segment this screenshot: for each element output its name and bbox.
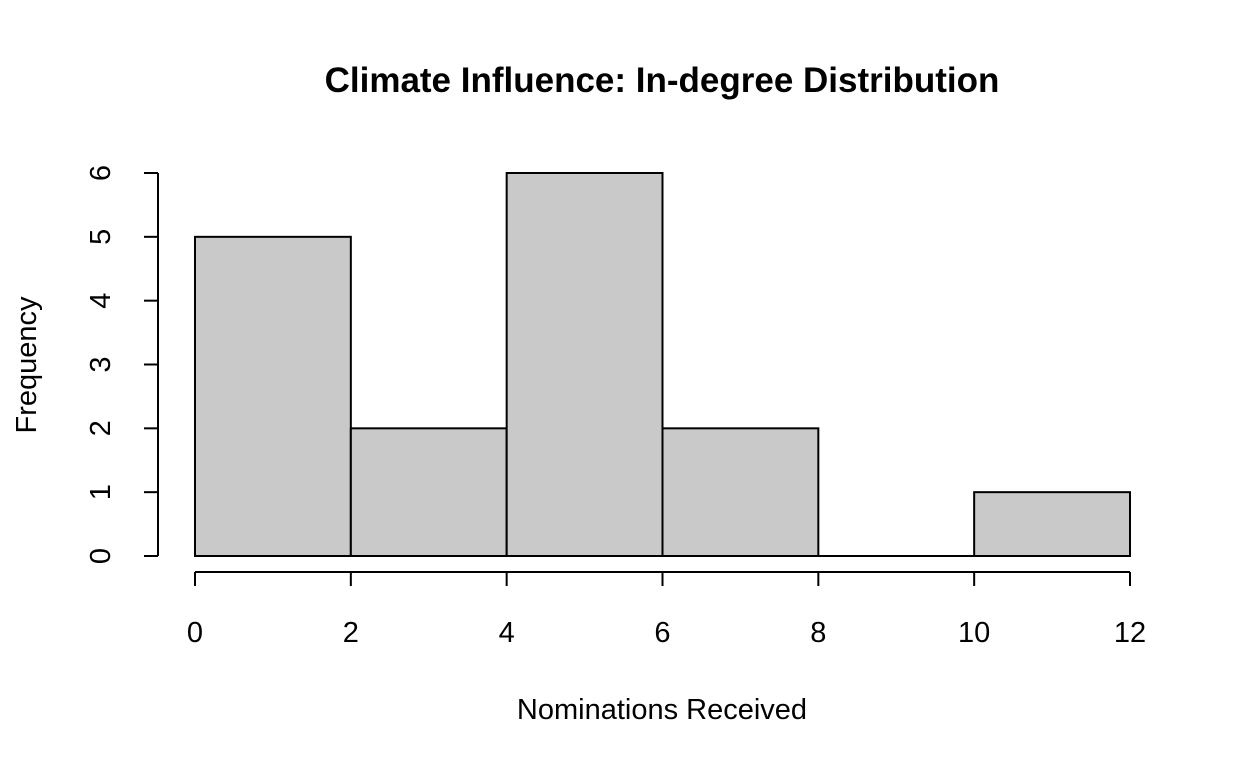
histogram-bar-6-8 xyxy=(661,427,820,558)
y-tick-label: 0 xyxy=(85,548,117,564)
bars-group xyxy=(194,172,1132,558)
y-tick-label: 1 xyxy=(85,484,117,500)
histogram-bar-0-2 xyxy=(194,235,352,557)
x-tick-label: 12 xyxy=(1114,617,1146,649)
y-tick-label: 3 xyxy=(85,356,117,372)
x-tick-label: 10 xyxy=(958,617,990,649)
x-tick-label: 0 xyxy=(187,617,203,649)
y-tick-label: 2 xyxy=(85,420,117,436)
x-tick-label: 6 xyxy=(654,617,670,649)
chart-title: Climate Influence: In-degree Distributio… xyxy=(325,61,1000,100)
x-axis-label: Nominations Received xyxy=(517,694,807,726)
y-tick-label: 5 xyxy=(85,229,117,245)
y-axis: 0 1 2 3 4 5 6 xyxy=(85,165,159,564)
x-axis: 0 2 4 6 8 10 12 xyxy=(187,571,1146,649)
histogram-bar-2-4 xyxy=(349,427,508,558)
y-tick-label: 6 xyxy=(85,165,117,181)
histogram-bar-10-12 xyxy=(973,491,1132,557)
y-tick-label: 4 xyxy=(85,293,117,309)
x-tick-label: 8 xyxy=(810,617,826,649)
x-tick-label: 4 xyxy=(499,617,515,649)
y-axis-label: Frequency xyxy=(11,296,43,434)
histogram-bar-4-6 xyxy=(505,172,664,557)
x-tick-label: 2 xyxy=(343,617,359,649)
